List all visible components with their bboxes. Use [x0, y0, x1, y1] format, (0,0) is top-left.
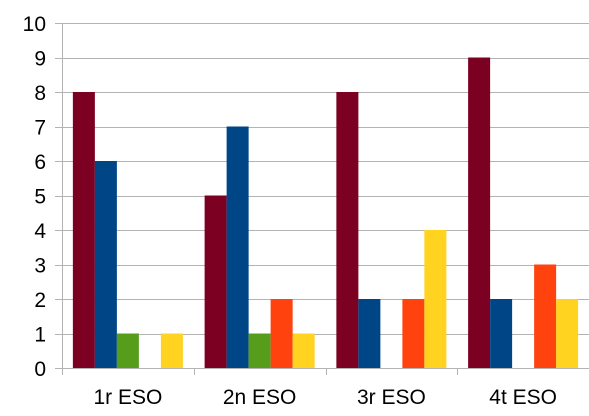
bar-series1-4t-eso [468, 57, 491, 368]
y-tick-label: 10 [23, 13, 46, 36]
y-tick-label: 2 [34, 289, 46, 312]
x-tick-label: 4t ESO [489, 386, 557, 409]
y-tick-label: 6 [34, 151, 46, 174]
bar-series1-2n-eso [204, 195, 227, 368]
bars [72, 57, 579, 368]
bar-series4-2n-eso [270, 299, 293, 368]
bar-series5-4t-eso [556, 299, 579, 368]
y-tick-label: 1 [34, 324, 46, 347]
y-tick-label: 7 [34, 117, 46, 140]
bar-series2-1r-eso [94, 161, 117, 368]
y-tick-label: 5 [34, 186, 46, 209]
axes [55, 23, 589, 375]
y-tick-labels: 0 1 2 3 4 5 6 7 8 9 10 [23, 13, 47, 381]
bar-series3-1r-eso [116, 333, 139, 368]
bar-series4-3r-eso [402, 299, 425, 368]
bar-series2-4t-eso [490, 299, 513, 368]
bar-series4-4t-eso [534, 264, 557, 368]
y-tick-label: 8 [34, 82, 46, 105]
bar-series3-2n-eso [248, 333, 271, 368]
bar-series5-2n-eso [292, 333, 315, 368]
bar-series1-1r-eso [72, 92, 95, 368]
bar-series5-3r-eso [424, 230, 447, 368]
x-tick-label: 3r ESO [357, 386, 426, 409]
y-tick-label: 9 [34, 48, 46, 71]
y-tick-label: 3 [34, 255, 46, 278]
bar-series1-3r-eso [336, 92, 359, 368]
bar-series2-2n-eso [226, 126, 249, 368]
y-tick-label: 0 [34, 358, 46, 381]
bar-series2-3r-eso [358, 299, 381, 368]
x-tick-label: 1r ESO [93, 386, 162, 409]
gridlines [62, 23, 589, 369]
y-tick-label: 4 [34, 220, 46, 243]
bar-series5-1r-eso [160, 333, 183, 368]
x-tick-labels: 1r ESO 2n ESO 3r ESO 4t ESO [93, 386, 557, 409]
x-tick-label: 2n ESO [223, 386, 297, 409]
